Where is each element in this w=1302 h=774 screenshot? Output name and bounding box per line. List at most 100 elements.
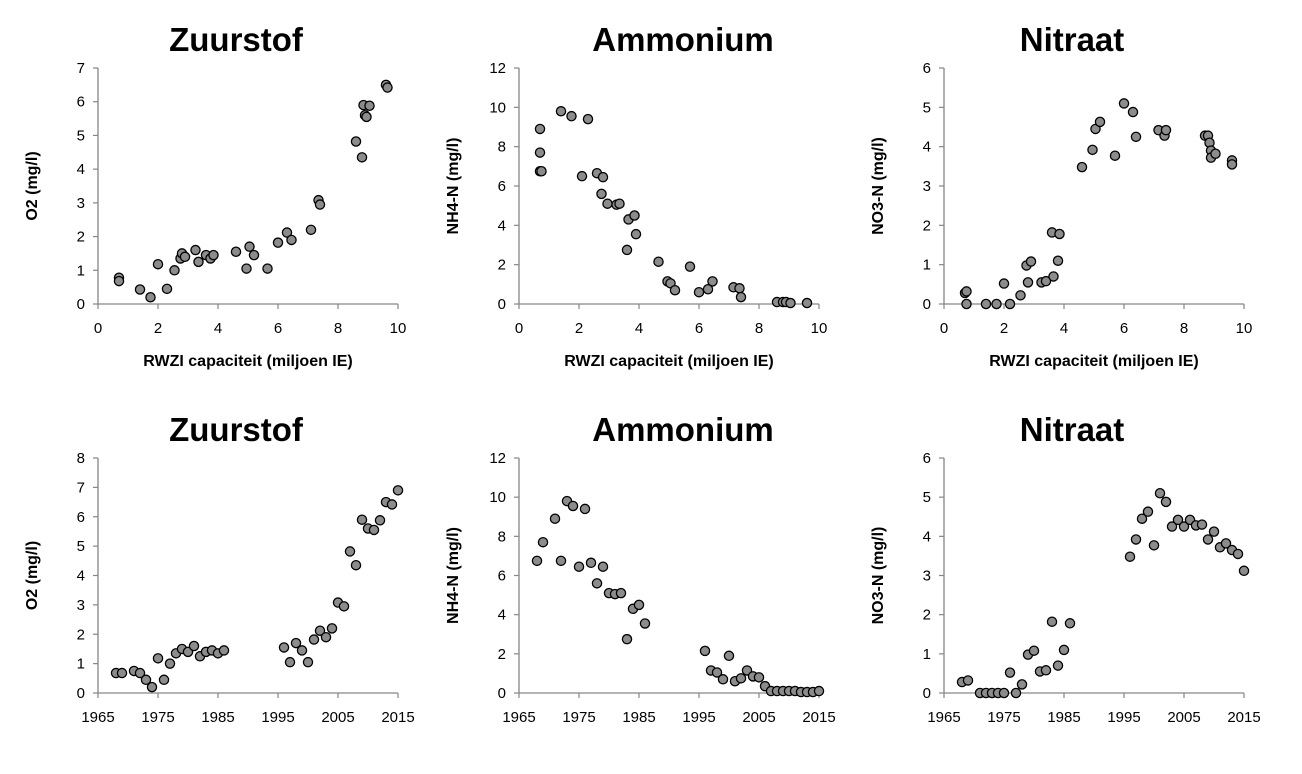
y-tick-label: 6 — [77, 509, 85, 526]
data-point — [998, 278, 1010, 289]
data-point — [536, 165, 547, 177]
data-point — [1025, 256, 1037, 267]
y-tick-label: 2 — [498, 257, 506, 274]
data-point — [356, 152, 368, 163]
data-point — [134, 667, 146, 679]
x-tick-label: 8 — [1180, 320, 1188, 337]
data-point — [1130, 534, 1142, 545]
data-point — [1154, 487, 1166, 499]
data-point — [284, 656, 296, 668]
data-point — [290, 637, 302, 649]
x-tick-label: 1975 — [141, 709, 174, 726]
y-tick-label: 1 — [77, 262, 85, 279]
data-point — [374, 515, 386, 526]
x-tick-label: 1985 — [1047, 709, 1080, 726]
y-tick-label: 7 — [77, 60, 85, 77]
data-point — [1118, 98, 1130, 109]
data-point — [241, 263, 252, 274]
data-point — [621, 244, 633, 256]
x-axis-label: RWZI capaciteit (miljoen IE) — [564, 353, 774, 370]
data-point — [1124, 551, 1136, 562]
data-point — [320, 631, 332, 643]
y-tick-label: 0 — [77, 296, 85, 313]
y-tick-label: 10 — [489, 99, 506, 116]
y-tick-label: 1 — [923, 257, 931, 274]
y-tick-label: 4 — [923, 528, 931, 545]
y-tick-label: 0 — [498, 685, 506, 702]
data-point — [1040, 665, 1052, 676]
y-axis-label: NO3-N (mg/l) — [870, 137, 887, 235]
x-tick-label: 1975 — [562, 709, 595, 726]
y-tick-label: 0 — [923, 296, 931, 313]
data-point — [244, 241, 255, 252]
x-tick-label: 10 — [811, 320, 828, 337]
data-point — [1028, 645, 1040, 656]
data-point — [116, 667, 128, 679]
x-tick-label: 8 — [755, 320, 763, 337]
y-tick-label: 1 — [923, 646, 931, 663]
x-tick-label: 1975 — [987, 709, 1020, 726]
y-tick-label: 8 — [498, 139, 506, 156]
y-tick-label: 0 — [498, 296, 506, 313]
data-point — [1064, 618, 1076, 629]
y-tick-label: 5 — [77, 127, 85, 144]
data-point — [368, 524, 380, 536]
data-point — [113, 275, 125, 287]
chart-panel-4: Zuurstof 0 1 2 3 4 5 6 7 8 1965 1975 1985 1995 2005 201… — [24, 411, 415, 726]
data-point — [1015, 290, 1026, 301]
data-point — [991, 298, 1002, 310]
x-tick-label: 2 — [1000, 320, 1008, 337]
data-point — [585, 557, 597, 569]
data-point — [248, 249, 260, 261]
data-point — [633, 599, 645, 611]
data-point — [734, 283, 745, 294]
data-point — [534, 123, 546, 135]
y-tick-label: 2 — [498, 646, 506, 663]
data-point — [582, 113, 594, 125]
x-tick-label: 1995 — [682, 709, 715, 726]
data-point — [693, 286, 705, 298]
data-point — [621, 633, 633, 645]
data-point — [1094, 116, 1106, 128]
data-point — [1058, 644, 1070, 656]
y-tick-label: 2 — [923, 607, 931, 624]
data-point — [1004, 298, 1016, 310]
y-tick-label: 3 — [923, 178, 931, 195]
data-point — [1022, 277, 1034, 288]
data-point — [356, 514, 368, 525]
chart-title: Ammonium — [592, 21, 774, 58]
data-point — [1202, 534, 1214, 545]
chart-title: Nitraat — [1020, 411, 1125, 448]
y-tick-label: 4 — [77, 568, 85, 585]
y-axis-label: O2 (mg/l) — [24, 151, 41, 220]
chart-panel-2: Ammonium 0 2 4 6 8 10 12 0 2 4 6 8 10 NH4-N (mg/l) RWZI… — [445, 21, 827, 370]
y-tick-label: 6 — [498, 568, 506, 585]
y-tick-label: 3 — [77, 195, 85, 212]
data-point — [801, 297, 813, 309]
x-axis-label: RWZI capaciteit (miljoen IE) — [989, 353, 1199, 370]
data-point — [1160, 124, 1172, 136]
x-tick-label: 1965 — [927, 709, 960, 726]
data-point — [735, 291, 747, 303]
data-point — [1196, 519, 1208, 530]
data-point — [1178, 521, 1190, 532]
y-tick-label: 0 — [77, 685, 85, 702]
data-point — [591, 578, 603, 589]
data-point — [230, 246, 242, 257]
data-point — [308, 634, 320, 645]
data-point — [711, 667, 723, 678]
data-point — [961, 298, 972, 310]
data-point — [1109, 150, 1121, 161]
data-point — [364, 100, 375, 112]
data-point — [190, 244, 201, 256]
data-point — [555, 106, 567, 117]
data-point — [161, 283, 173, 295]
data-point — [1148, 540, 1160, 551]
data-point — [179, 251, 191, 263]
data-point — [735, 673, 747, 684]
chart-title: Nitraat — [1020, 21, 1125, 58]
y-axis-label: O2 (mg/l) — [24, 541, 41, 610]
y-tick-label: 12 — [489, 60, 506, 77]
x-tick-label: 1985 — [622, 709, 655, 726]
data-point — [1040, 275, 1052, 287]
